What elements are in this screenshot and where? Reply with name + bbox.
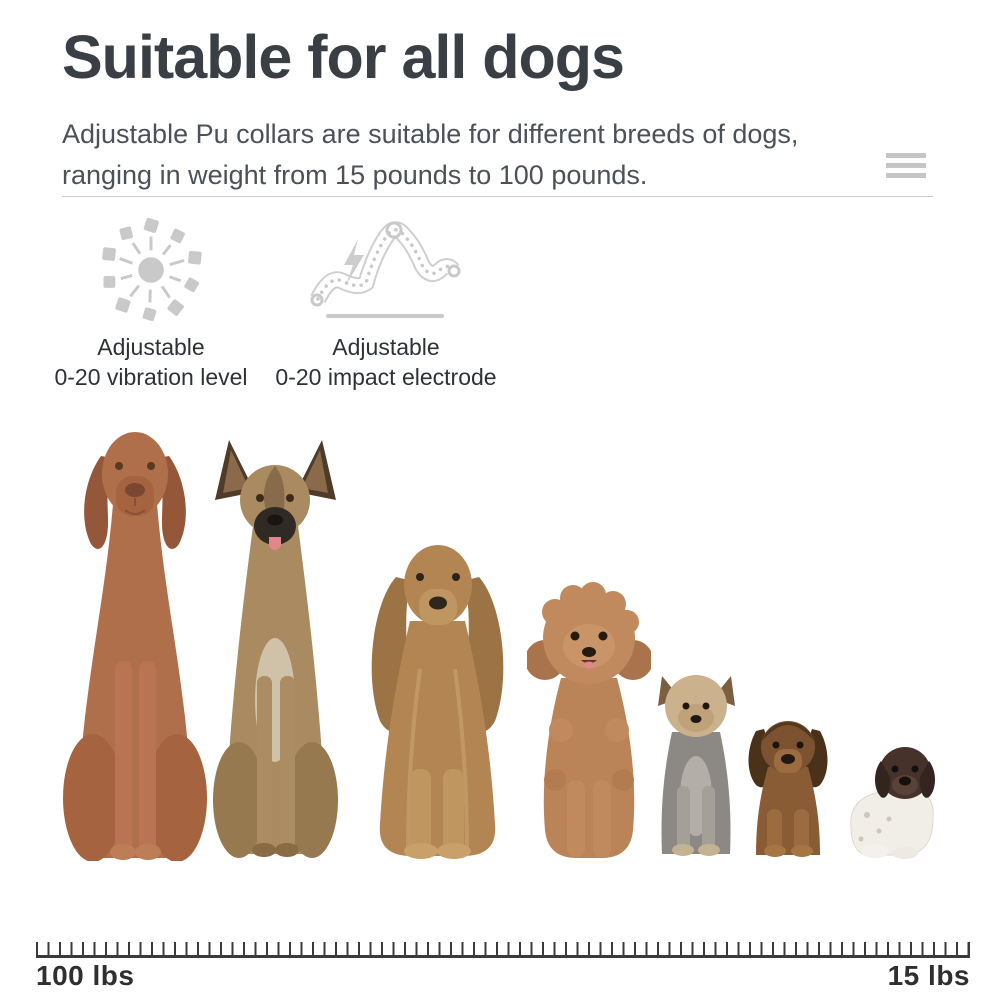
dog-pointer-puppy-image xyxy=(845,735,940,860)
hamburger-bar xyxy=(886,173,926,178)
dog-vizsla-image xyxy=(55,426,215,861)
feature-caption-line1: Adjustable xyxy=(332,334,440,360)
ruler-left-label: 100 lbs xyxy=(36,960,135,991)
weight-scale-ruler xyxy=(36,942,970,958)
feature-caption-line2: 0-20 vibration level xyxy=(54,364,248,390)
subtitle-line-2: ranging in weight from 15 pounds to 100 … xyxy=(62,160,648,190)
subtitle-line-1: Adjustable Pu collars are suitable for d… xyxy=(62,119,799,149)
ruler-labels: 100 lbs 15 lbs xyxy=(36,960,970,992)
page-subtitle: Adjustable Pu collars are suitable for d… xyxy=(62,114,798,196)
page-title: Suitable for all dogs xyxy=(62,23,625,91)
hamburger-bar xyxy=(886,163,926,168)
feature-caption-line1: Adjustable xyxy=(97,334,205,360)
hamburger-lines-icon xyxy=(886,153,926,178)
vibration-burst-icon xyxy=(40,208,262,332)
hamburger-bar xyxy=(886,153,926,158)
feature-vibration: Adjustable 0-20 vibration level xyxy=(40,208,262,392)
dog-toy-poodle-image xyxy=(527,580,651,860)
collar-electrode-icon xyxy=(250,208,522,332)
dog-yorkshire-terrier-image xyxy=(650,664,743,859)
dog-dachshund-puppy-image xyxy=(738,701,838,859)
ruler-right-label: 15 lbs xyxy=(887,960,970,991)
header-divider xyxy=(62,196,933,197)
dog-cocker-spaniel-image xyxy=(350,529,525,859)
feature-electrode: Adjustable 0-20 impact electrode xyxy=(250,208,522,392)
dog-belgian-malinois-image xyxy=(203,438,348,858)
feature-caption-line2: 0-20 impact electrode xyxy=(275,364,497,390)
